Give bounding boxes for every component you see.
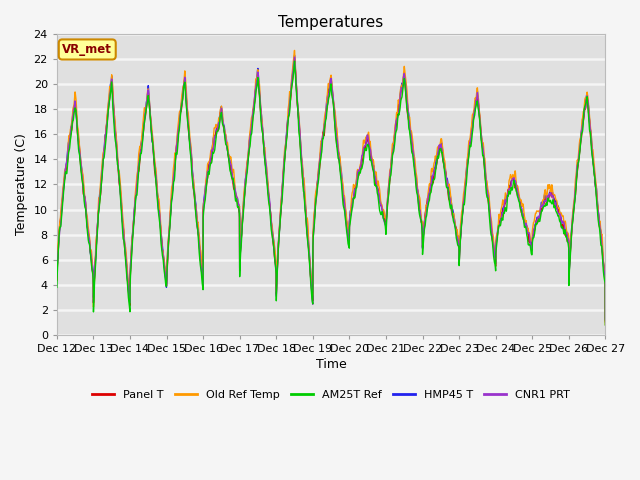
Y-axis label: Temperature (C): Temperature (C) — [15, 133, 28, 235]
Legend: Panel T, Old Ref Temp, AM25T Ref, HMP45 T, CNR1 PRT: Panel T, Old Ref Temp, AM25T Ref, HMP45 … — [88, 386, 575, 405]
Text: VR_met: VR_met — [62, 43, 112, 56]
Title: Temperatures: Temperatures — [278, 15, 384, 30]
X-axis label: Time: Time — [316, 358, 346, 371]
